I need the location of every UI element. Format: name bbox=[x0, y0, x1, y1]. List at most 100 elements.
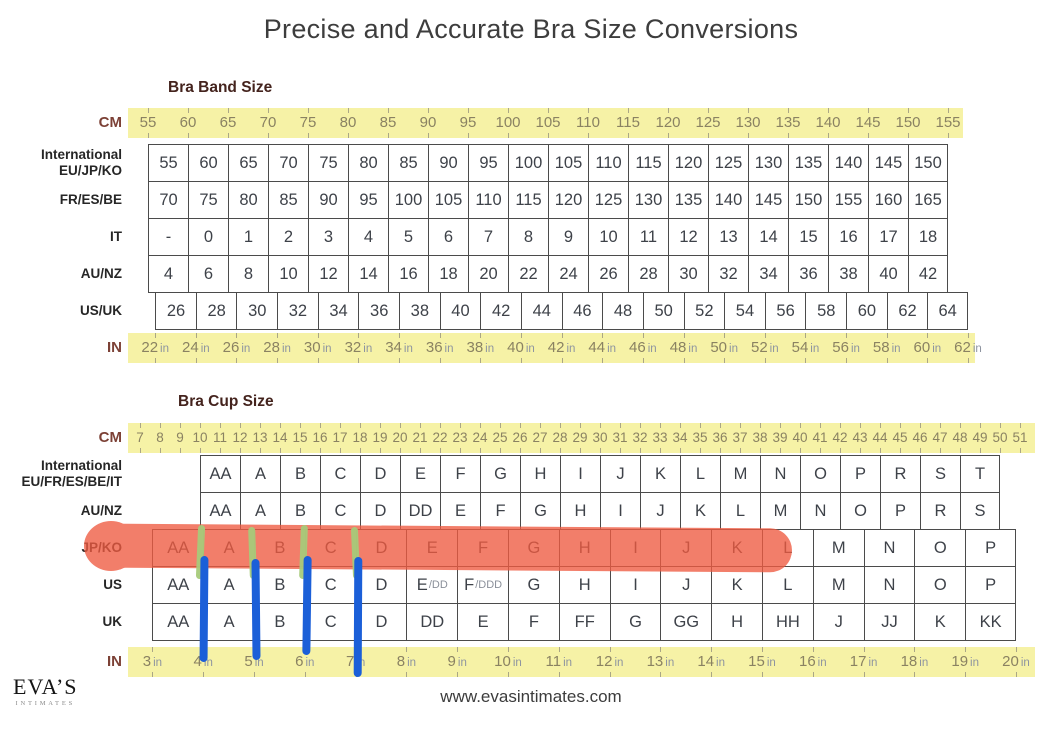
ruler-tick bbox=[428, 133, 429, 138]
size-cell: 16 bbox=[388, 255, 428, 293]
size-cell: 150 bbox=[788, 181, 828, 219]
ruler-value: 9 bbox=[176, 430, 184, 445]
size-cell: D bbox=[360, 492, 400, 530]
size-cell: C bbox=[304, 603, 356, 641]
row-label-line: IT bbox=[110, 228, 122, 244]
size-cell: 3 bbox=[308, 218, 348, 256]
ruler-label-cm: CM bbox=[98, 114, 122, 131]
ruler-tick bbox=[660, 423, 661, 428]
ruler-tick bbox=[711, 647, 713, 652]
size-cell: H bbox=[558, 529, 610, 567]
size-cell: 70 bbox=[268, 144, 308, 182]
cup-row-uk: UK AA A B C D DD E F FF G GG H HH J JJ K KK bbox=[0, 603, 1062, 641]
ruler-tick bbox=[148, 108, 149, 113]
size-cell: 80 bbox=[348, 144, 388, 182]
size-cell: L bbox=[680, 455, 720, 493]
cup-in-ruler: IN3in4in5in6in7in8in9in10in11in12in13in1… bbox=[0, 647, 1062, 677]
ruler-value: 34 bbox=[672, 430, 688, 445]
size-cell: F/DDD bbox=[457, 566, 508, 604]
size-cell: 14 bbox=[748, 218, 788, 256]
size-cell: N bbox=[863, 566, 915, 604]
ruler-value: 140 bbox=[815, 114, 841, 131]
ruler-tick bbox=[708, 108, 709, 113]
ruler-tick bbox=[708, 133, 709, 138]
ruler-tick bbox=[560, 423, 561, 428]
ruler-tick bbox=[508, 672, 509, 677]
size-cell: 110 bbox=[588, 144, 628, 182]
ruler-tick bbox=[812, 672, 814, 677]
ruler-highlight-band bbox=[128, 333, 975, 363]
size-cell: 50 bbox=[642, 292, 684, 330]
blue-line-annotation bbox=[353, 556, 363, 678]
size-cell: 8 bbox=[228, 255, 268, 293]
ruler-value: 31 bbox=[612, 430, 628, 445]
row-label-line: JP/KO bbox=[81, 539, 122, 555]
size-cell: 115 bbox=[508, 181, 548, 219]
ruler-tick bbox=[860, 448, 861, 453]
ruler-tick bbox=[195, 358, 197, 363]
size-cell: 18 bbox=[908, 218, 948, 256]
ruler-value: 32 in bbox=[344, 339, 373, 356]
size-cell: 18 bbox=[428, 255, 468, 293]
ruler-unit: in bbox=[444, 343, 454, 355]
ruler-tick bbox=[358, 358, 360, 363]
ruler-tick bbox=[320, 423, 321, 428]
ruler-value: 26 bbox=[512, 430, 528, 445]
size-cell: I bbox=[609, 566, 661, 604]
ruler-tick bbox=[260, 423, 261, 428]
size-cell: 145 bbox=[748, 181, 788, 219]
ruler-tick bbox=[788, 133, 789, 138]
row-label: IT bbox=[0, 218, 122, 256]
size-cell: A bbox=[203, 603, 254, 641]
ruler-tick bbox=[420, 448, 421, 453]
size-cell: 160 bbox=[868, 181, 908, 219]
ruler-tick bbox=[561, 358, 563, 363]
ruler-unit: in bbox=[665, 657, 675, 669]
size-cell: C bbox=[304, 529, 356, 567]
size-cell: 125 bbox=[708, 144, 748, 182]
size-cell: 40 bbox=[868, 255, 908, 293]
ruler-unit: in bbox=[688, 343, 698, 355]
size-cell: B bbox=[254, 529, 305, 567]
size-cell: 125 bbox=[588, 181, 628, 219]
ruler-tick bbox=[968, 333, 969, 338]
size-cell: D bbox=[355, 566, 407, 604]
size-cell: 28 bbox=[628, 255, 668, 293]
ruler-tick bbox=[399, 358, 401, 363]
row-label-line: FR/ES/BE bbox=[59, 191, 122, 207]
ruler-tick bbox=[620, 448, 621, 453]
row-label-line: AU/NZ bbox=[80, 502, 122, 518]
ruler-unit: in bbox=[203, 657, 213, 669]
size-cell: 15 bbox=[788, 218, 828, 256]
cup-row-jp-ko: JP/KO AA A B C D E F G H I J K L M N O P bbox=[0, 529, 1062, 567]
ruler-unit: in bbox=[817, 657, 827, 669]
ruler-value: 28 bbox=[552, 430, 568, 445]
ruler-tick bbox=[968, 358, 969, 363]
ruler-tick bbox=[400, 448, 401, 453]
ruler-tick bbox=[762, 647, 763, 652]
ruler-tick bbox=[203, 672, 205, 677]
size-cell: E/DD bbox=[406, 566, 458, 604]
size-cell: E bbox=[406, 529, 458, 567]
ruler-tick bbox=[520, 333, 522, 338]
ruler-unit: in bbox=[363, 343, 373, 355]
size-cell: 26 bbox=[155, 292, 196, 330]
ruler-value: 41 bbox=[812, 430, 828, 445]
ruler-tick bbox=[1000, 448, 1001, 453]
ruler-tick bbox=[540, 423, 541, 428]
band-row-international: International EU/JP/KO 55 60 65 70 75 80 85 90 95 1… bbox=[0, 144, 1062, 182]
size-cell: 120 bbox=[668, 144, 708, 182]
band-row-us-uk: US/UK 26 28 30 32 34 36 38 40 42 44 46 48 50 52 54 56 58 6… bbox=[0, 292, 1062, 330]
row-label: US bbox=[0, 566, 122, 604]
ruler-value: 42 bbox=[832, 430, 848, 445]
ruler-value: 44 bbox=[872, 430, 888, 445]
ruler-value: 30 bbox=[592, 430, 608, 445]
row-label: JP/KO bbox=[0, 529, 122, 567]
ruler-label-in: IN bbox=[107, 653, 122, 670]
size-cell: 65 bbox=[228, 144, 268, 182]
ruler-value: 150 bbox=[895, 114, 921, 131]
size-cell: P bbox=[880, 492, 920, 530]
size-cell: 42 bbox=[908, 255, 948, 293]
ruler-unit: in bbox=[566, 343, 576, 355]
ruler-tick bbox=[508, 133, 509, 138]
